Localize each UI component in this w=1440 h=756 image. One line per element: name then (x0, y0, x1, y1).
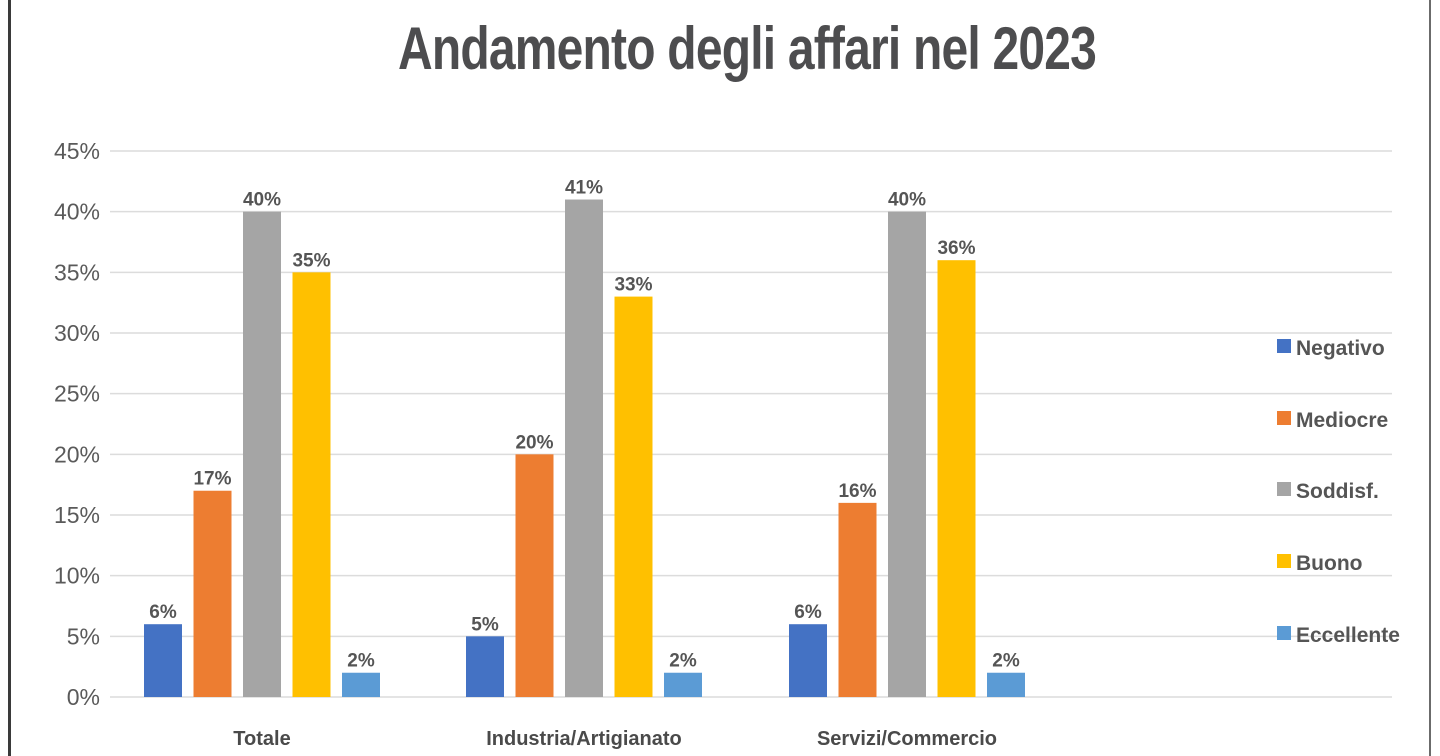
legend-label: Negativo (1296, 337, 1385, 360)
legend-item: Buono (1277, 552, 1362, 575)
bar-eccellente-2 (987, 672, 1025, 697)
legend-item: Soddisf. (1277, 480, 1379, 503)
y-tick-label: 40% (54, 199, 100, 225)
value-label: 33% (614, 275, 652, 296)
value-label: 35% (292, 250, 330, 271)
bar-mediocre-2 (838, 502, 877, 697)
value-label: 20% (515, 432, 553, 453)
value-label: 2% (669, 651, 697, 672)
y-tick-label: 20% (54, 441, 100, 467)
category-label: Industria/Artigianato (486, 728, 682, 750)
value-label: 40% (243, 190, 281, 211)
category-label: Totale (233, 728, 290, 750)
y-tick-label: 45% (54, 138, 100, 164)
y-tick-label: 25% (54, 381, 100, 407)
y-axis-ticks: 0% 5% 10% 15% 20% 25% 30% 35% 40% 45% (54, 138, 100, 710)
legend: Negativo Mediocre Soddisf. Buono Eccellente (1277, 337, 1400, 647)
value-label: 17% (193, 469, 231, 490)
bar-soddisf-2 (888, 211, 926, 697)
bar-soddisf-1 (565, 199, 603, 698)
value-label: 6% (794, 602, 822, 623)
y-tick-label: 15% (54, 502, 100, 528)
y-tick-label: 35% (54, 259, 100, 285)
legend-swatch (1277, 482, 1291, 496)
bar-mediocre-0 (193, 490, 232, 697)
value-label: 41% (565, 178, 603, 199)
legend-swatch (1277, 411, 1291, 425)
frame-border-left (8, 0, 11, 756)
bar-negativo-1 (466, 636, 504, 697)
frame-border-right (1429, 0, 1431, 756)
bar-buono-2 (937, 260, 976, 697)
legend-swatch (1277, 626, 1291, 640)
value-label: 5% (471, 614, 499, 635)
value-label: 2% (992, 651, 1020, 672)
y-tick-label: 30% (54, 320, 100, 346)
y-tick-label: 5% (67, 623, 100, 649)
y-tick-label: 0% (67, 684, 100, 710)
legend-label: Eccellente (1296, 624, 1400, 647)
value-label: 40% (888, 190, 926, 211)
legend-label: Mediocre (1296, 409, 1388, 432)
legend-item: Mediocre (1277, 409, 1388, 432)
chart-title: Andamento degli affari nel 2023 (397, 15, 1097, 82)
legend-swatch (1277, 554, 1291, 568)
value-label: 2% (347, 651, 375, 672)
bars (144, 199, 1025, 698)
value-label: 16% (838, 481, 876, 502)
bar-soddisf-0 (243, 211, 281, 697)
bar-negativo-0 (144, 624, 182, 697)
legend-item: Negativo (1277, 337, 1385, 360)
bar-mediocre-1 (515, 454, 554, 697)
bar-eccellente-0 (342, 672, 380, 697)
legend-label: Buono (1296, 552, 1362, 575)
legend-item: Eccellente (1277, 624, 1400, 647)
legend-label: Soddisf. (1296, 480, 1379, 503)
category-label: Servizi/Commercio (817, 728, 997, 750)
value-label: 6% (149, 602, 177, 623)
value-labels: 6% 17% 40% 35% 2% 5% 20% 41% 33% 2% 6% 16% 40% 36% 2% (149, 178, 1020, 672)
bar-negativo-2 (789, 624, 827, 697)
y-tick-label: 10% (54, 563, 100, 589)
bar-buono-1 (614, 296, 653, 697)
bar-eccellente-1 (664, 672, 702, 697)
bar-buono-0 (292, 272, 331, 697)
value-label: 36% (937, 238, 975, 259)
legend-swatch (1277, 339, 1291, 353)
category-labels: Totale Industria/Artigianato Servizi/Comme… (233, 728, 997, 750)
